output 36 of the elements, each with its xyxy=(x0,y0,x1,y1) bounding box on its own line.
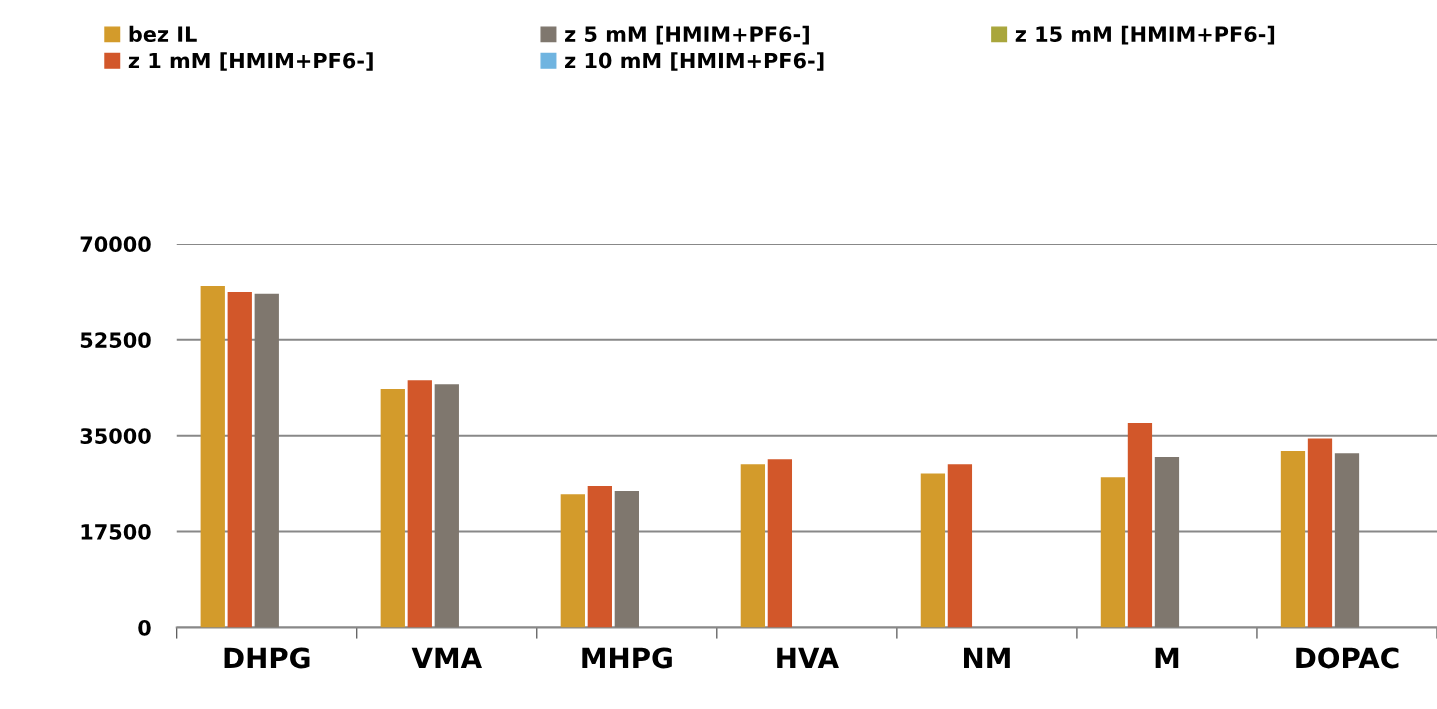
bar xyxy=(1334,453,1360,628)
bar xyxy=(227,292,252,628)
legend-label: bez IL xyxy=(129,25,197,42)
bar xyxy=(1280,451,1306,628)
x-tick-label: MHPG xyxy=(582,647,672,669)
bar xyxy=(254,293,279,628)
x-tick-label: VMA xyxy=(411,647,482,669)
bar xyxy=(1127,423,1153,628)
bar xyxy=(380,389,405,628)
bar xyxy=(200,286,225,628)
x-tick-label: DHPG xyxy=(224,647,310,669)
legend-label: z 10 mM [HMIM+PF6-] xyxy=(565,52,824,71)
bar xyxy=(614,491,639,628)
bar xyxy=(947,464,973,628)
bar xyxy=(1307,438,1333,628)
x-tick-label: DOPAC xyxy=(1296,647,1399,669)
y-tick-label: 52500 xyxy=(80,332,151,348)
legend-label: z 15 mM [HMIM+PF6-] xyxy=(1015,25,1275,45)
bar xyxy=(407,380,432,628)
bar xyxy=(740,464,766,628)
x-tick-label: NM xyxy=(964,647,1010,669)
x-tick-label: M xyxy=(1155,647,1179,669)
bar xyxy=(1154,457,1180,628)
legend-label: z 1 mM [HMIM+PF6-] xyxy=(128,52,373,71)
y-tick-label: 70000 xyxy=(80,236,151,253)
bar xyxy=(1100,477,1126,628)
y-tick-label: 0 xyxy=(138,619,151,636)
bar xyxy=(920,473,946,628)
x-tick-label: HVA xyxy=(777,647,839,669)
bar xyxy=(434,384,459,628)
y-tick-label: 35000 xyxy=(80,428,151,444)
bar xyxy=(587,486,612,628)
bar xyxy=(560,494,585,628)
bar xyxy=(767,459,793,628)
y-tick-label: 17500 xyxy=(81,524,151,540)
legend-label: z 5 mM [HMIM+PF6-] xyxy=(565,25,809,45)
